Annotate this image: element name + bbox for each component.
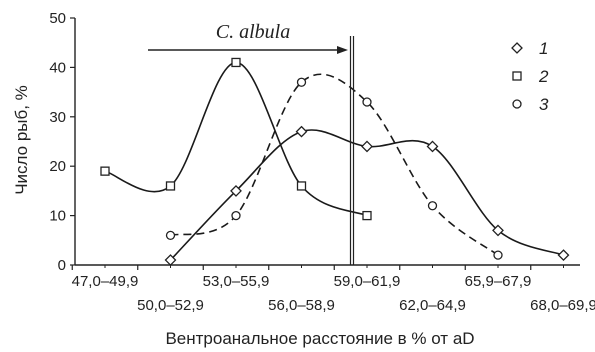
series-1-point <box>230 184 242 197</box>
y-tick-label: 30 <box>49 109 66 126</box>
series-3-point <box>296 77 307 87</box>
x-tick-label: 59,0–61,9 <box>334 273 401 290</box>
series-3-point <box>362 97 372 107</box>
series-3-point <box>231 210 241 221</box>
series-1-point <box>295 125 308 138</box>
series-2-point <box>362 210 372 221</box>
series-2-point <box>100 166 110 176</box>
series-2-point <box>165 181 176 191</box>
x-tick-label: 56,0–58,9 <box>268 297 335 314</box>
annotation-label: C. albula <box>216 21 290 43</box>
y-tick-label: 0 <box>58 257 66 274</box>
annotation-arrow-head <box>337 46 348 54</box>
series-1-point <box>164 254 177 266</box>
legend-1-label: 1 <box>539 39 548 58</box>
x-tick-label: 50,0–52,9 <box>137 297 204 314</box>
y-tick-label: 10 <box>49 208 66 225</box>
legend: 1 2 3 <box>511 39 549 114</box>
series-2-point <box>231 57 241 68</box>
annotation-group: C. albula <box>148 21 355 265</box>
y-tick-label: 50 <box>49 10 66 27</box>
series-markers <box>100 57 570 266</box>
y-tick-label: 20 <box>49 158 66 175</box>
legend-2-label: 2 <box>538 67 549 86</box>
series-2-point <box>296 181 307 191</box>
legend-3-marker <box>512 99 522 109</box>
legend-1-marker <box>511 42 523 54</box>
series-3-point <box>493 250 503 260</box>
legend-2-marker <box>512 71 522 81</box>
x-tick-label: 62,0–64,9 <box>399 297 466 314</box>
legend-3-label: 3 <box>539 95 549 114</box>
x-tick-label: 65,9–67,9 <box>465 273 532 290</box>
series-3-line <box>170 73 499 256</box>
series-1-point <box>557 249 570 262</box>
y-tick-label: 40 <box>49 59 66 76</box>
series-1-point <box>361 140 373 153</box>
y-axis-title: Число рыб, % <box>12 85 31 195</box>
series-3-point <box>165 230 176 241</box>
x-tick-label: 47,0–49,9 <box>72 273 139 290</box>
series-3-point <box>427 201 438 211</box>
axes: 0 10 20 30 40 50 47,0–49,9 50,0–52,9 53,0–55,9 56… <box>49 10 595 314</box>
series-1-point <box>426 140 439 153</box>
x-tick-label: 53,0–55,9 <box>203 273 270 290</box>
x-axis-title: Вентроанальное расстояние в % от aD <box>165 329 474 348</box>
series-1-point <box>492 224 504 237</box>
x-tick-label: 68,0–69,9 <box>530 297 595 314</box>
